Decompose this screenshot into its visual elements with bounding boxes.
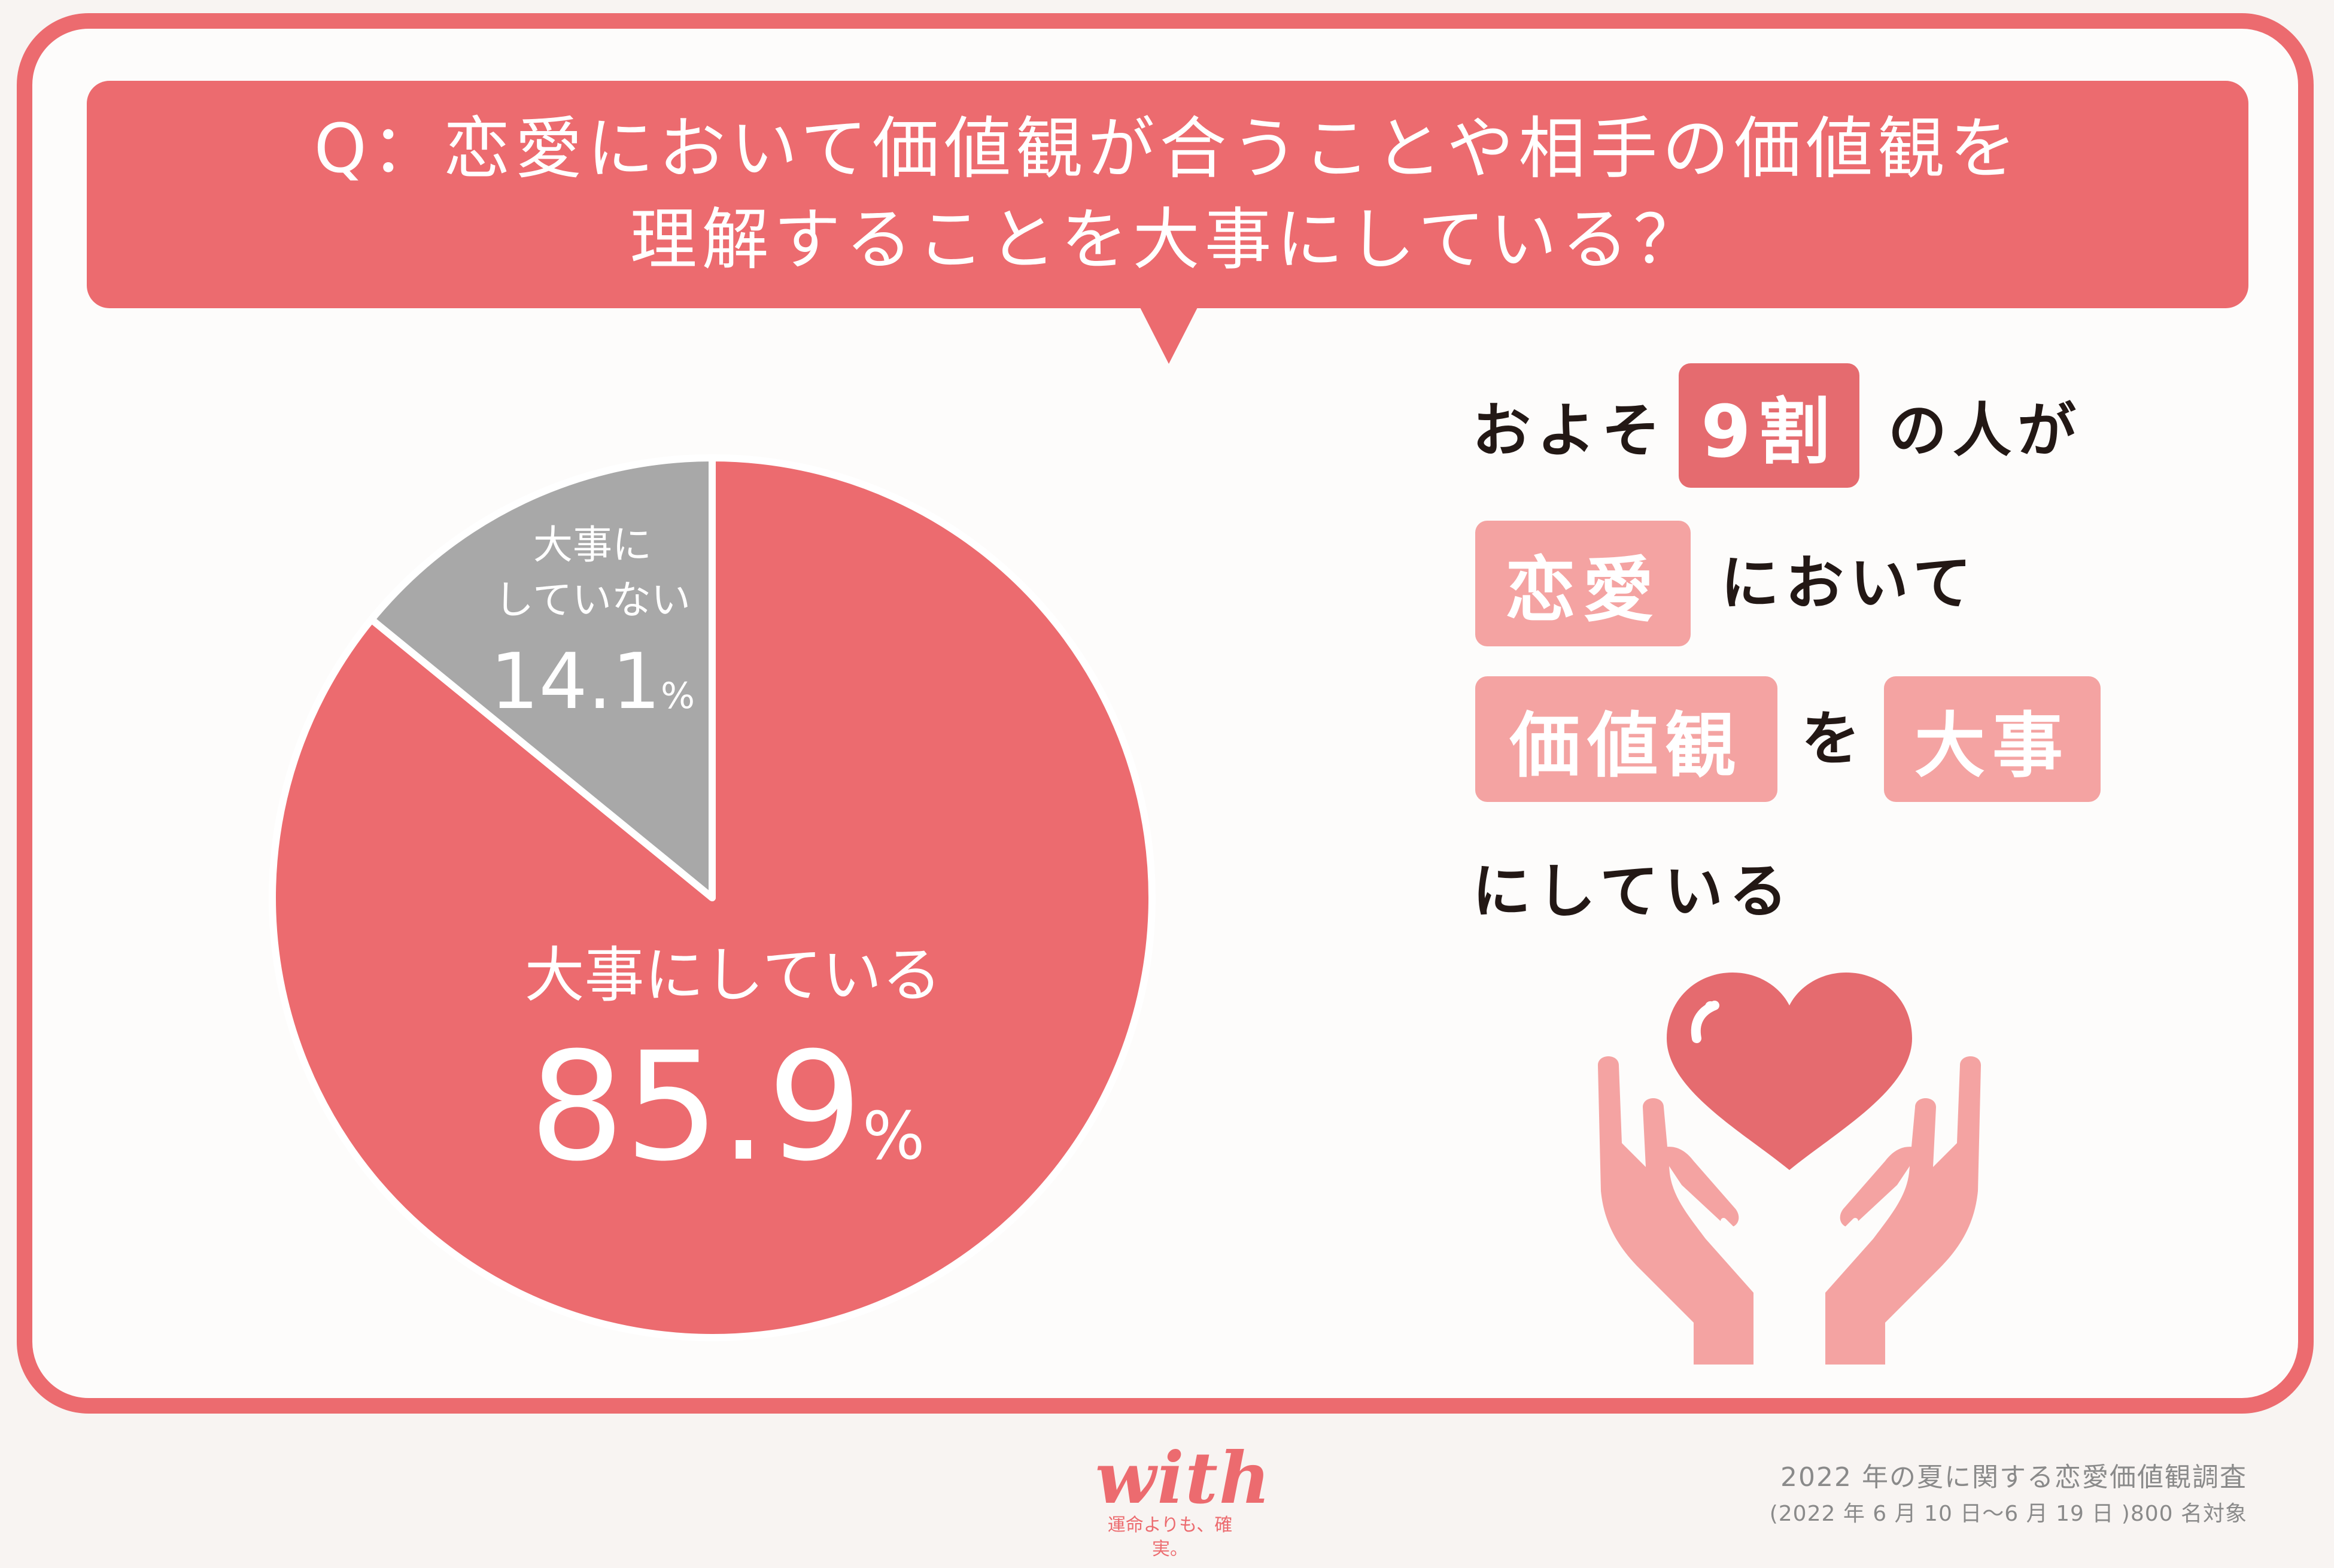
slice-label-important: 大事にしている (524, 940, 942, 1010)
question-line-1: Q：恋愛において価値観が合うことや相手の価値観を (314, 110, 2022, 188)
slice-label-not-important: 大事に していない (467, 518, 718, 628)
slice-value-important: 85.9% (494, 1023, 961, 1220)
summary-text-particle: を (1801, 705, 1867, 773)
percent-unit: % (862, 1098, 925, 1174)
slice-label-line: 大事に (533, 522, 652, 568)
with-logo: with 運命よりも、確実。 (1095, 1436, 1272, 1561)
highlight-chip-romance: 恋愛 (1475, 521, 1691, 646)
hands-holding-heart-icon (1598, 973, 1981, 1365)
pie-slice-not-important (367, 454, 716, 901)
logo-tagline: 運命よりも、確実。 (1107, 1515, 1233, 1560)
question-line-2: 理解することを大事にしている？ (630, 201, 1706, 279)
summary-text-doing: にしている (1472, 858, 1794, 926)
highlight-chip-important: 大事 (1884, 676, 2101, 802)
summary-text-people: の人が (1888, 397, 2083, 465)
highlight-chip-ratio: 9割 (1679, 363, 1859, 488)
percent-unit: % (660, 675, 695, 717)
survey-period: (2022 年 6 月 10 日〜6 月 19 日 )800 名対象 (1769, 1502, 2247, 1526)
speech-bubble-tail (1139, 305, 1199, 364)
summary-text-about: およそ (1472, 397, 1667, 465)
slice-value-number: 85.9 (529, 1020, 863, 1194)
summary-text-in: において (1721, 549, 1978, 618)
slice-label-line: していない (494, 577, 691, 623)
pie-chart (269, 454, 1156, 1341)
slice-value-not-important: 14.1% (473, 637, 712, 741)
question-banner: Q：恋愛において価値観が合うことや相手の価値観を 理解することを大事にしている？ (87, 81, 2248, 308)
highlight-chip-values: 価値観 (1475, 676, 1777, 802)
survey-title: 2022 年の夏に関する恋愛価値観調査 (1780, 1462, 2247, 1493)
logo-wordmark: with (1095, 1436, 1272, 1520)
slice-value-number: 14.1 (490, 637, 661, 727)
